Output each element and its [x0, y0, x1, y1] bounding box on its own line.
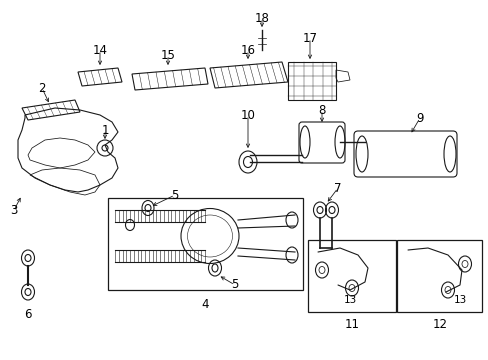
Text: 10: 10: [240, 108, 255, 122]
Text: 7: 7: [334, 181, 341, 194]
Text: 16: 16: [240, 44, 255, 57]
Text: 17: 17: [302, 32, 317, 45]
Text: 5: 5: [231, 279, 238, 292]
Text: 15: 15: [160, 49, 175, 62]
Text: 18: 18: [254, 12, 269, 24]
Text: 14: 14: [92, 44, 107, 57]
Text: 8: 8: [318, 104, 325, 117]
Text: 13: 13: [452, 295, 466, 305]
Text: 1: 1: [101, 123, 108, 136]
Text: 5: 5: [171, 189, 178, 202]
Text: 3: 3: [10, 203, 18, 216]
Text: 4: 4: [201, 298, 208, 311]
Text: 9: 9: [415, 112, 423, 125]
Text: 12: 12: [431, 319, 447, 332]
Text: 13: 13: [343, 295, 356, 305]
Text: 11: 11: [344, 319, 359, 332]
Text: 6: 6: [24, 309, 32, 321]
Text: 2: 2: [38, 81, 46, 95]
